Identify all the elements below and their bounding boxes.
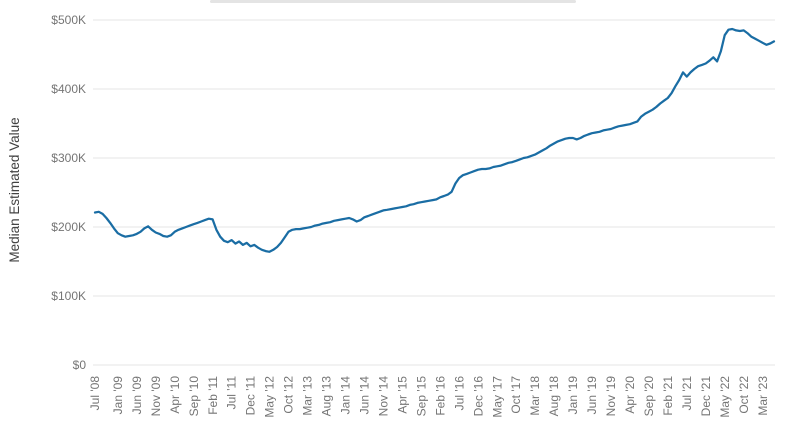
x-tick-label: Dec '11 [244, 376, 258, 416]
x-tick-label: Jul '16 [452, 376, 466, 411]
x-tick-label: Dec '16 [471, 376, 485, 417]
x-tick-label: Feb '11 [206, 376, 220, 415]
y-tick-label: $300K [51, 151, 86, 165]
x-tick-label: Mar '13 [301, 376, 315, 416]
x-tick-label: Feb '21 [661, 376, 675, 416]
y-axis-title: Median Estimated Value [7, 117, 22, 262]
y-tick-label: $200K [51, 220, 86, 234]
x-tick-label: Jun '09 [130, 376, 144, 415]
x-tick-label: Sep '15 [414, 376, 428, 417]
x-axis-tick-labels: Jul '08 Jan '09 Jun '09 Nov '09 Apr '10 Sep '… [88, 376, 770, 418]
x-tick-label: Apr '10 [168, 376, 182, 414]
x-tick-label: Mar '23 [756, 376, 770, 416]
x-tick-label: Jul '11 [225, 376, 239, 410]
x-tick-label: Apr '20 [623, 376, 637, 414]
x-tick-label: Oct '12 [282, 376, 296, 414]
y-axis-tick-labels: $0 $100K $200K $300K $400K $500K [51, 13, 86, 372]
x-tick-label: Jun '19 [585, 376, 599, 415]
x-tick-label: Jan '09 [111, 376, 125, 415]
x-tick-label: Mar '18 [528, 376, 542, 416]
x-tick-label: Sep '20 [642, 376, 656, 417]
x-tick-label: Jan '19 [566, 376, 580, 415]
x-tick-label: Oct '22 [737, 376, 751, 414]
x-tick-label: May '12 [263, 376, 277, 418]
x-tick-label: Dec '21 [699, 376, 713, 417]
x-tick-label: Apr '15 [395, 376, 409, 414]
x-tick-label: Nov '19 [604, 376, 618, 417]
x-tick-label: Jan '14 [339, 376, 353, 415]
x-tick-label: Sep '10 [187, 376, 201, 417]
x-tick-label: May '17 [490, 376, 504, 418]
x-tick-label: Aug '13 [320, 376, 334, 417]
y-tick-label: $0 [73, 358, 87, 372]
median-value-series-line[interactable] [93, 27, 776, 253]
x-tick-label: Feb '16 [433, 376, 447, 416]
gridlines [93, 19, 775, 366]
y-tick-label: $100K [51, 289, 86, 303]
x-tick-label: Jul '21 [680, 376, 694, 411]
cropped-toolbar-edge [210, 0, 576, 3]
x-tick-label: Nov '09 [149, 376, 163, 417]
x-tick-label: Aug '18 [547, 376, 561, 417]
x-tick-label: Oct '17 [509, 376, 523, 414]
x-tick-label: May '22 [718, 376, 732, 418]
x-tick-label: Jul '08 [88, 376, 102, 411]
x-tick-label: Jun '14 [358, 376, 372, 415]
y-tick-label: $500K [51, 13, 86, 27]
x-tick-label: Nov '14 [376, 376, 390, 417]
y-tick-label: $400K [51, 82, 86, 96]
